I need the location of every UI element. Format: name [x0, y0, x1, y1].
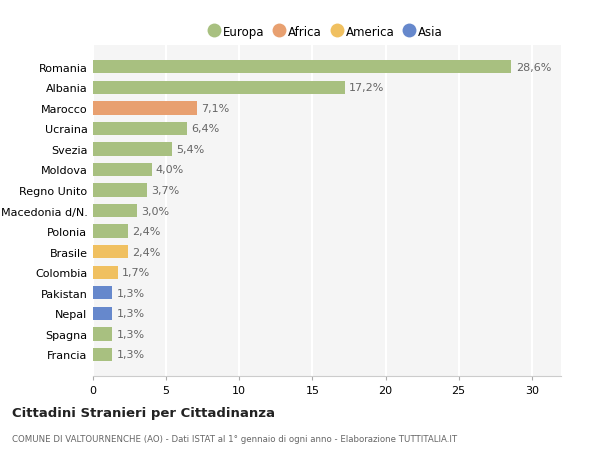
Text: 1,3%: 1,3%: [116, 329, 145, 339]
Text: 1,3%: 1,3%: [116, 309, 145, 319]
Legend: Europa, Africa, America, Asia: Europa, Africa, America, Asia: [208, 22, 446, 42]
Bar: [93, 61, 511, 74]
Text: 28,6%: 28,6%: [515, 62, 551, 73]
Text: 2,4%: 2,4%: [133, 247, 161, 257]
Bar: [93, 348, 112, 361]
Bar: [93, 266, 118, 280]
Bar: [93, 184, 147, 197]
Text: 2,4%: 2,4%: [133, 227, 161, 237]
Bar: [93, 163, 151, 177]
Text: 1,7%: 1,7%: [122, 268, 151, 278]
Bar: [93, 204, 137, 218]
Bar: [93, 81, 344, 95]
Text: 6,4%: 6,4%: [191, 124, 219, 134]
Text: COMUNE DI VALTOURNENCHE (AO) - Dati ISTAT al 1° gennaio di ogni anno - Elaborazi: COMUNE DI VALTOURNENCHE (AO) - Dati ISTA…: [12, 434, 457, 443]
Text: 5,4%: 5,4%: [176, 145, 205, 155]
Bar: [93, 328, 112, 341]
Text: 4,0%: 4,0%: [156, 165, 184, 175]
Text: 1,3%: 1,3%: [116, 350, 145, 360]
Bar: [93, 286, 112, 300]
Bar: [93, 307, 112, 320]
Text: 7,1%: 7,1%: [201, 104, 229, 113]
Bar: [93, 123, 187, 136]
Bar: [93, 225, 128, 238]
Bar: [93, 102, 197, 115]
Bar: [93, 246, 128, 259]
Text: 3,7%: 3,7%: [151, 185, 180, 196]
Text: 3,0%: 3,0%: [141, 206, 169, 216]
Bar: [93, 143, 172, 156]
Text: Cittadini Stranieri per Cittadinanza: Cittadini Stranieri per Cittadinanza: [12, 406, 275, 419]
Text: 1,3%: 1,3%: [116, 288, 145, 298]
Text: 17,2%: 17,2%: [349, 83, 385, 93]
